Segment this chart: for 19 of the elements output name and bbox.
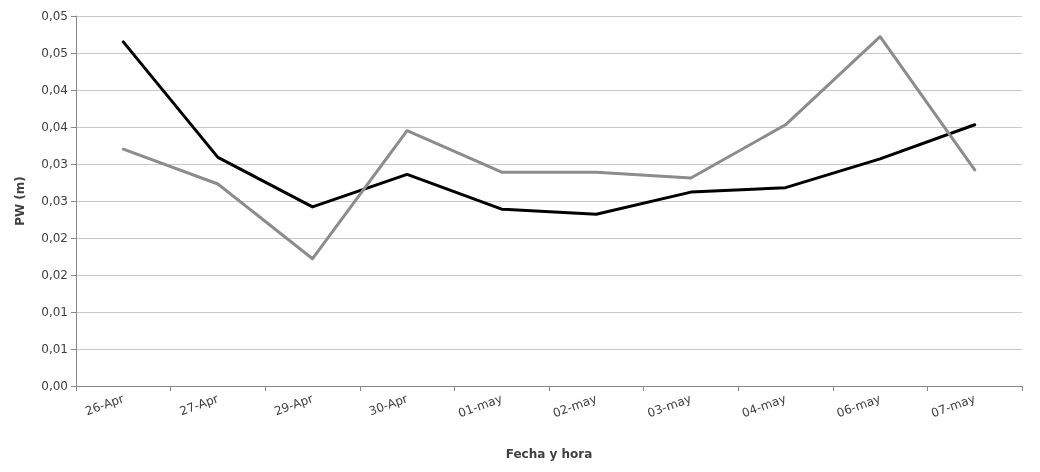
y-tick-label: 0,02 <box>41 268 68 282</box>
y-tick-label: 0,04 <box>41 120 68 134</box>
y-tick-label: 0,05 <box>41 46 68 60</box>
y-axis-title: PW (m) <box>13 176 27 226</box>
x-tick-label: 30-Apr <box>367 391 410 419</box>
line-series <box>121 35 977 261</box>
y-tick-label: 0,01 <box>41 305 68 319</box>
x-tick-label: 27-Apr <box>177 391 221 419</box>
x-axis-title: Fecha y hora <box>505 447 593 461</box>
x-tick-label: 29-Apr <box>272 391 315 419</box>
x-tick-label: 26-Apr <box>83 391 126 419</box>
y-tick-label: 0,04 <box>41 83 68 97</box>
y-tick-label: 0,03 <box>41 194 68 208</box>
y-tick-label: 0,00 <box>41 379 68 393</box>
y-tick-label: 0,02 <box>41 231 68 245</box>
y-tick-label: 0,01 <box>41 342 68 356</box>
y-tick-label: 0,03 <box>41 157 68 171</box>
line-series <box>121 40 977 216</box>
y-tick-label: 0,05 <box>41 9 68 23</box>
